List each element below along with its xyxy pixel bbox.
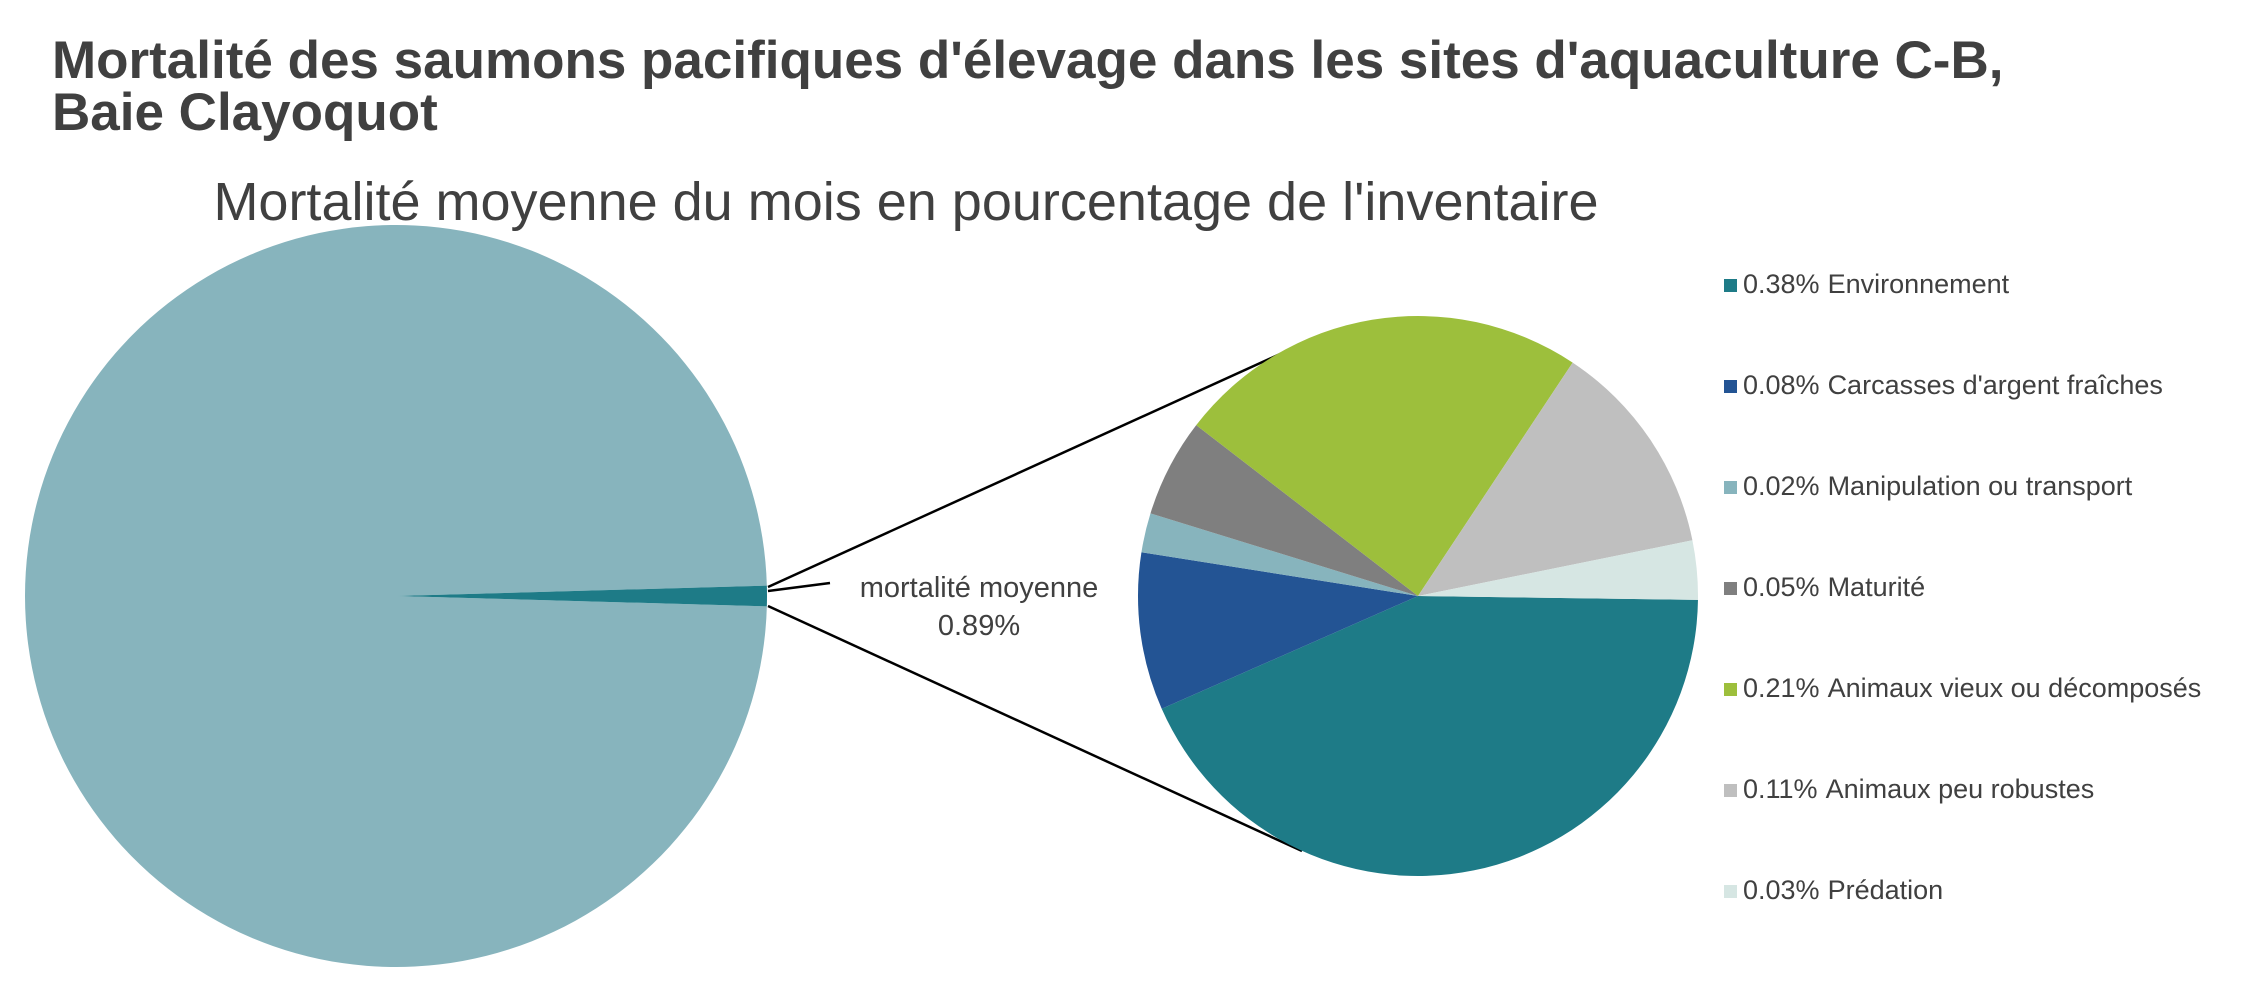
- pie-slice: [1141, 513, 1418, 596]
- legend-label: Animaux vieux ou décomposés: [1828, 673, 2202, 703]
- legend: 0.38% Environnement 0.08% Carcasses d'argen…: [1724, 269, 2201, 905]
- chart-title: Baie Clayoquot: [52, 83, 438, 142]
- pie-slice: [1150, 425, 1418, 596]
- chart-subtitle: Mortalité moyenne du mois en pourcentage…: [213, 172, 1598, 232]
- legend-entry: 0.02% Manipulation ou transport: [1743, 471, 2133, 501]
- legend-entry: 0.08% Carcasses d'argent fraîches: [1743, 370, 2163, 400]
- legend-label: Carcasses d'argent fraîches: [1828, 370, 2163, 400]
- legend-value: 0.05%: [1743, 572, 1820, 602]
- pie-slice: [24, 225, 767, 968]
- legend-value: 0.38%: [1743, 269, 1820, 299]
- data-label: 0.89%: [938, 610, 1020, 642]
- connector: [767, 604, 1303, 853]
- legend-swatch: [1724, 582, 1737, 595]
- data-label: mortalité moyenne: [860, 572, 1099, 604]
- legend-entry: 0.38% Environnement: [1743, 269, 2010, 299]
- legend-value: 0.02%: [1743, 471, 1820, 501]
- legend-value: 0.21%: [1743, 673, 1820, 703]
- pie-slice: [396, 585, 767, 607]
- legend-value: 0.03%: [1743, 875, 1820, 905]
- connector: [767, 342, 1303, 589]
- pie-slice: [1418, 362, 1693, 596]
- chart-title: Mortalité des saumons pacifiques d'éleva…: [52, 31, 2003, 90]
- legend-swatch: [1724, 885, 1737, 898]
- legend-label: Manipulation ou transport: [1828, 471, 2133, 501]
- pie-slice: [1418, 540, 1698, 600]
- legend-label: Animaux peu robustes: [1826, 774, 2095, 804]
- leader-line: [767, 581, 831, 593]
- secondary-pie: [1138, 316, 1698, 876]
- connector-lines: [767, 342, 1303, 853]
- pie-slice: [1161, 596, 1698, 876]
- main-pie: [24, 225, 767, 968]
- legend-swatch: [1724, 380, 1737, 393]
- legend-swatch: [1724, 481, 1737, 494]
- legend-label: Maturité: [1828, 572, 1926, 602]
- pie-slice: [1138, 552, 1418, 709]
- legend-swatch: [1724, 279, 1737, 292]
- legend-swatch: [1724, 683, 1737, 696]
- legend-swatch: [1724, 784, 1737, 797]
- legend-value: 0.11%: [1743, 774, 1818, 804]
- legend-entry: 0.21% Animaux vieux ou décomposés: [1743, 673, 2201, 703]
- legend-label: Prédation: [1828, 875, 1944, 905]
- legend-value: 0.08%: [1743, 370, 1820, 400]
- legend-entry: 0.03% Prédation: [1743, 875, 1943, 905]
- legend-label: Environnement: [1828, 269, 2010, 299]
- legend-entry: 0.05% Maturité: [1743, 572, 1925, 602]
- legend-entry: 0.11% Animaux peu robustes: [1743, 774, 2094, 804]
- pie-slice: [1196, 316, 1573, 596]
